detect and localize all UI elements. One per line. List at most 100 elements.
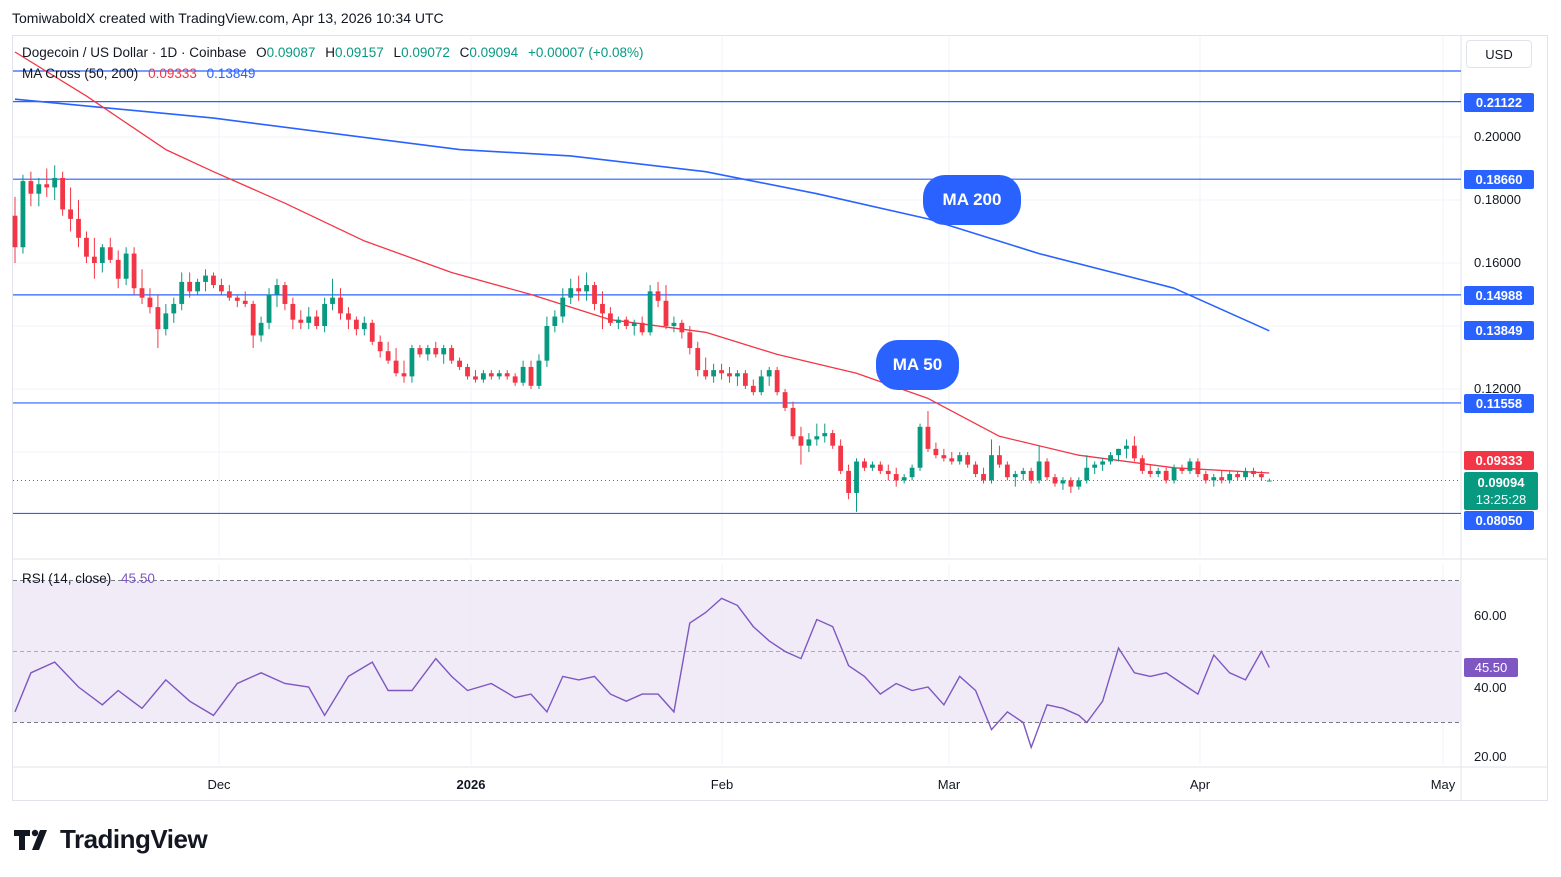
candle bbox=[854, 458, 859, 512]
candle bbox=[608, 307, 613, 326]
ma200-callout[interactable]: MA 200 bbox=[923, 175, 1021, 225]
candle-body bbox=[385, 351, 391, 361]
candle bbox=[1124, 439, 1129, 459]
candle bbox=[179, 272, 185, 311]
currency-button[interactable]: USD bbox=[1466, 40, 1532, 68]
candle-body bbox=[727, 373, 732, 377]
candle bbox=[242, 291, 248, 308]
candle-body bbox=[155, 307, 161, 330]
candle bbox=[52, 165, 58, 200]
candle bbox=[68, 187, 73, 232]
candle-body bbox=[195, 281, 200, 292]
candle bbox=[1203, 470, 1209, 484]
candle-body bbox=[1131, 445, 1137, 459]
candle-body bbox=[997, 455, 1002, 465]
ma-legend[interactable]: MA Cross (50, 200) 0.09333 0.13849 bbox=[22, 66, 255, 81]
symbol-name[interactable]: Dogecoin / US Dollar · 1D · Coinbase bbox=[22, 45, 247, 60]
candle-body bbox=[1211, 477, 1217, 481]
candle bbox=[989, 439, 994, 484]
candle bbox=[1044, 458, 1050, 481]
candle-body bbox=[965, 455, 971, 465]
candle bbox=[338, 288, 343, 320]
candle bbox=[76, 200, 81, 248]
candle-body bbox=[798, 436, 804, 446]
candle-body bbox=[20, 181, 26, 248]
candle-body bbox=[687, 332, 693, 349]
candle bbox=[727, 366, 732, 383]
candle-body bbox=[1116, 448, 1121, 456]
ma50-callout[interactable]: MA 50 bbox=[876, 340, 959, 390]
candle bbox=[234, 294, 240, 308]
rsi-tick-label: 60.00 bbox=[1474, 608, 1507, 623]
candle bbox=[997, 445, 1002, 468]
candle bbox=[679, 319, 685, 339]
candle bbox=[377, 335, 383, 358]
candle-body bbox=[1171, 467, 1177, 481]
candle bbox=[1012, 470, 1018, 487]
candle-body bbox=[369, 322, 375, 342]
y-tick-label: 0.16000 bbox=[1474, 255, 1521, 270]
candle-body bbox=[84, 237, 89, 257]
candle bbox=[28, 171, 34, 207]
candle bbox=[536, 354, 542, 389]
candle-body bbox=[99, 247, 105, 263]
rsi-badge: 45.50 bbox=[1464, 658, 1518, 677]
chart-frame bbox=[12, 35, 1548, 801]
candle-body bbox=[631, 322, 637, 326]
candle bbox=[1187, 458, 1193, 475]
candle-body bbox=[226, 291, 232, 298]
candle bbox=[703, 357, 709, 380]
candle-body bbox=[1187, 461, 1193, 471]
candle bbox=[44, 168, 50, 197]
candle-body bbox=[584, 285, 589, 292]
symbol-legend: Dogecoin / US Dollar · 1D · Coinbase O0.… bbox=[22, 45, 644, 60]
candle-body bbox=[473, 376, 478, 380]
candle bbox=[155, 294, 161, 349]
candle bbox=[941, 448, 947, 462]
candle bbox=[346, 307, 351, 330]
tradingview-logo[interactable]: TradingView bbox=[14, 824, 208, 855]
candle bbox=[576, 275, 582, 301]
candle bbox=[901, 474, 907, 484]
candle-body bbox=[107, 247, 113, 260]
candle bbox=[353, 316, 359, 336]
candle bbox=[1163, 467, 1169, 484]
candle-body bbox=[663, 300, 669, 326]
y-tick-label: 0.20000 bbox=[1474, 129, 1521, 144]
candle-body bbox=[806, 439, 812, 446]
candle bbox=[401, 360, 407, 383]
ma200-path bbox=[14, 98, 1270, 332]
candle bbox=[647, 285, 653, 336]
candle-body bbox=[750, 385, 756, 393]
candle-body bbox=[1195, 461, 1201, 475]
candle-body bbox=[766, 370, 772, 377]
candle bbox=[663, 285, 669, 330]
candle-body bbox=[488, 373, 494, 377]
candle-body bbox=[615, 319, 621, 323]
candle bbox=[480, 370, 486, 383]
candle-body bbox=[1060, 480, 1066, 484]
rsi-legend[interactable]: RSI (14, close) 45.50 bbox=[22, 571, 155, 586]
candle bbox=[735, 370, 740, 386]
candle-body bbox=[377, 341, 383, 352]
candle-body bbox=[814, 436, 820, 440]
ma200-badge: 0.13849 bbox=[1464, 321, 1534, 340]
candle bbox=[814, 423, 820, 446]
candle bbox=[139, 269, 145, 304]
x-tick-label: 2026 bbox=[456, 777, 486, 792]
candle bbox=[258, 316, 264, 342]
tradingview-logo-icon bbox=[14, 829, 47, 850]
candle bbox=[846, 464, 851, 500]
candle bbox=[1028, 467, 1034, 484]
candle bbox=[695, 341, 701, 377]
candle-body bbox=[703, 370, 709, 377]
candle-body bbox=[187, 281, 193, 292]
candle bbox=[465, 363, 470, 380]
candle-body bbox=[862, 461, 867, 468]
candle bbox=[917, 423, 923, 471]
candle bbox=[20, 174, 26, 254]
candle-body bbox=[1044, 461, 1050, 478]
candle bbox=[314, 310, 320, 330]
candle bbox=[623, 316, 629, 330]
